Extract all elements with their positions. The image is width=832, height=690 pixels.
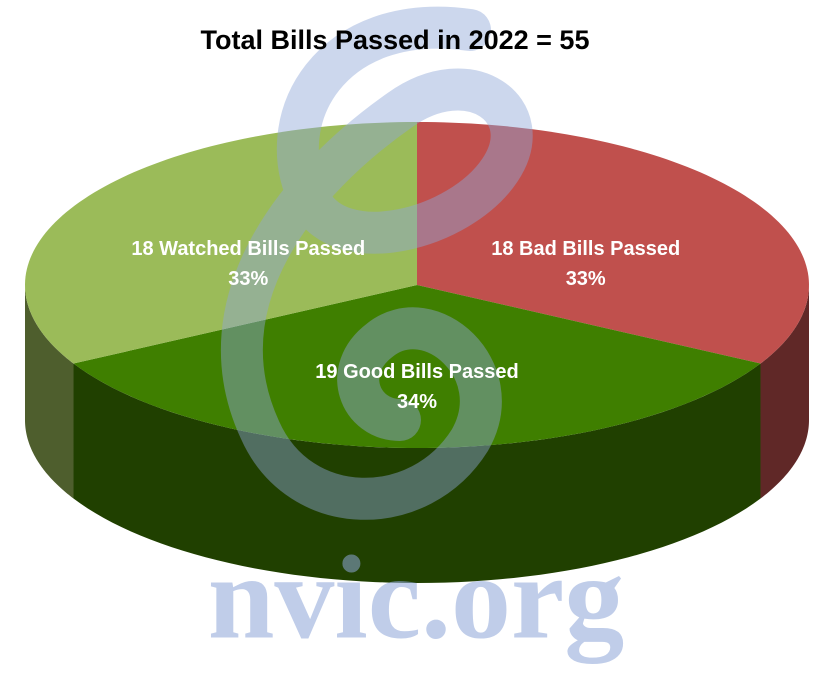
pie [25,122,809,583]
slice [73,285,761,448]
slice-label: 18 Watched Bills Passed [131,238,365,260]
chart-title: Total Bills Passed in 2022 = 55 [201,25,590,55]
value-label: 33% [566,268,606,290]
slice [417,122,809,364]
slice-label: 18 Bad Bills Passed [491,238,680,260]
slice-side [73,363,761,583]
value-label: 33% [228,268,268,290]
slice-side [25,285,74,499]
slice-side [760,285,809,499]
slice-label: 19 Good Bills Passed [315,361,518,383]
slice [25,122,417,364]
watermark: nvic.org [208,531,625,665]
value-label: 34% [397,391,437,413]
watermark-logo [221,6,533,520]
